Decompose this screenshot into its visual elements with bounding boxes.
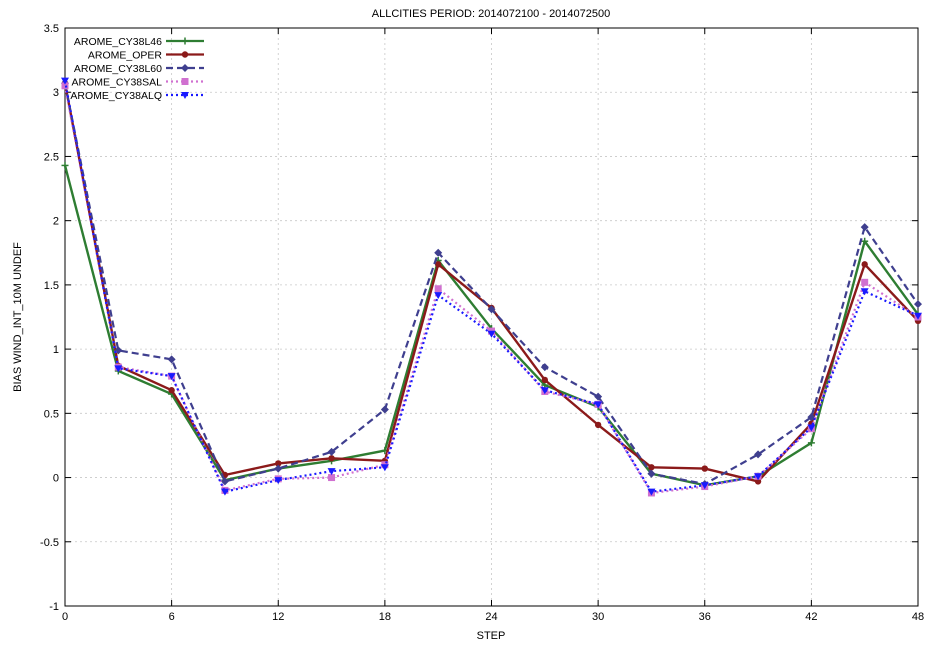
data-point xyxy=(861,237,869,245)
data-point xyxy=(594,421,602,429)
data-point xyxy=(861,261,868,268)
data-point xyxy=(487,305,496,314)
y-tick-label: 0.5 xyxy=(44,408,59,420)
data-point xyxy=(701,465,708,472)
data-point xyxy=(914,312,922,320)
x-tick-label: 18 xyxy=(379,611,391,623)
data-point xyxy=(860,288,869,296)
data-point xyxy=(754,473,763,481)
data-point xyxy=(275,460,282,467)
data-point xyxy=(434,292,443,300)
legend-label: AROME_CY38SAL xyxy=(72,77,163,89)
data-point xyxy=(648,464,655,471)
data-point xyxy=(540,387,549,395)
data-point xyxy=(594,401,603,409)
data-point xyxy=(434,285,442,293)
data-point xyxy=(807,424,816,432)
data-point xyxy=(541,376,549,384)
x-tick-label: 48 xyxy=(912,611,924,623)
data-point xyxy=(327,447,336,456)
x-tick-label: 36 xyxy=(699,611,711,623)
x-tick-label: 6 xyxy=(169,611,175,623)
legend-label: AROME_CY38L46 xyxy=(74,36,162,48)
data-point xyxy=(220,477,229,486)
data-point xyxy=(754,478,762,485)
data-point xyxy=(647,469,656,478)
y-tick-label: 3 xyxy=(53,87,59,99)
series-lines xyxy=(61,77,922,497)
legend-marker xyxy=(181,37,189,45)
y-tick-label: 2 xyxy=(53,216,59,228)
series-arome-cy38alq xyxy=(61,77,922,496)
data-point xyxy=(860,223,869,232)
legend-label: AROME_OPER xyxy=(88,50,163,62)
data-point xyxy=(540,363,549,372)
x-tick-label: 12 xyxy=(272,611,284,623)
data-point xyxy=(328,455,335,462)
y-tick-label: 1 xyxy=(53,344,59,356)
data-point xyxy=(167,355,176,364)
data-point xyxy=(327,468,336,476)
data-point xyxy=(594,392,603,401)
data-point xyxy=(434,261,442,268)
data-point xyxy=(700,482,709,490)
data-point xyxy=(61,161,69,169)
data-point xyxy=(380,405,389,414)
grid xyxy=(65,28,918,606)
legend-marker xyxy=(181,92,189,99)
y-axis-label: BIAS WIND_INT_10M UNDEF xyxy=(12,242,24,392)
data-point xyxy=(328,474,336,482)
y-tick-label: 1.5 xyxy=(44,280,59,292)
x-tick-label: 0 xyxy=(62,611,68,623)
axis-ticks: 0 6 12 18 24 30 36 42 48 -1 -0.5 0 0.5 1 1.5 2 2.5 3 3.5 xyxy=(40,23,924,623)
x-tick-label: 24 xyxy=(485,611,497,623)
data-point xyxy=(487,330,496,338)
chart-title: ALLCITIES PERIOD: 2014072100 - 201407250… xyxy=(372,8,611,20)
data-point xyxy=(380,464,389,472)
data-point xyxy=(914,300,922,309)
data-point xyxy=(167,373,176,381)
x-tick-label: 30 xyxy=(592,611,604,623)
series-arome-cy38l60 xyxy=(61,79,922,488)
data-point xyxy=(807,413,816,422)
data-point xyxy=(61,77,69,85)
legend-marker xyxy=(181,51,189,58)
data-point xyxy=(274,464,283,473)
y-tick-label: -0.5 xyxy=(40,537,59,549)
x-axis-label: STEP xyxy=(477,630,506,642)
legend-label: AROME_CY38L60 xyxy=(74,63,162,75)
legend-marker xyxy=(181,64,189,72)
data-point xyxy=(861,278,869,286)
data-point xyxy=(647,488,656,496)
legend-marker xyxy=(181,78,189,85)
data-point xyxy=(434,248,443,257)
data-point xyxy=(220,488,229,496)
data-point xyxy=(168,387,175,394)
y-tick-label: -1 xyxy=(49,601,59,613)
data-point xyxy=(114,365,123,373)
x-tick-label: 42 xyxy=(805,611,817,623)
y-tick-label: 3.5 xyxy=(44,23,59,35)
data-point xyxy=(807,439,815,447)
legend-label: AROME_CY38ALQ xyxy=(70,90,162,102)
data-point xyxy=(754,450,763,459)
y-tick-label: 0 xyxy=(53,473,59,485)
y-tick-label: 2.5 xyxy=(44,151,59,163)
data-point xyxy=(274,477,283,485)
